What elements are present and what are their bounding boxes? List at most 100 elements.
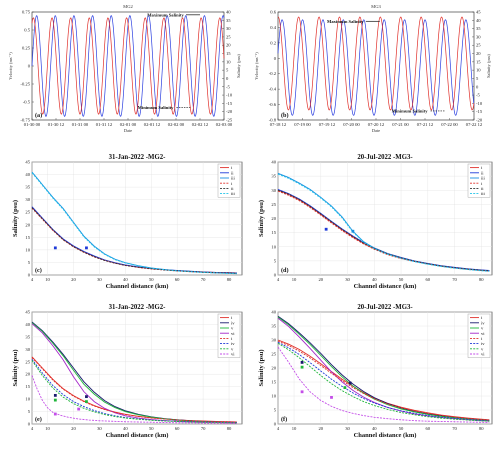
chart-f-series-v-dashed: [277, 342, 490, 422]
chart-f-ytick-label: 15: [271, 380, 276, 385]
chart-f-xtick-label: 4: [277, 426, 280, 431]
chart-b-xtick-label: 07-22 12: [466, 122, 483, 127]
chart-a-xtick-label: 01-31 12: [96, 122, 113, 127]
chart-a-annotation-max: Maximum Salinity: [147, 12, 184, 17]
chart-b-xlabel: Date: [372, 128, 380, 133]
chart-d-panel-label: (d): [281, 267, 289, 274]
chart-f-legend: [467, 313, 491, 358]
chart-d-xtick-label: 70: [452, 277, 457, 282]
chart-d-ytick-label: 40: [271, 160, 276, 165]
chart-d-ytick-label: 15: [271, 230, 276, 235]
chart-b-annotation-min: Minimum Salinity: [392, 108, 429, 113]
chart-b-ytick-label: -0.2: [269, 71, 277, 76]
chart-e-marker: [85, 395, 88, 399]
chart-c-plot-area: [31, 161, 243, 276]
chart-d-ytick-label: 5: [274, 258, 277, 263]
chart-f-xtick-label: 60: [426, 426, 431, 431]
chart-a-ytick-label: -0.25: [20, 82, 30, 87]
chart-e-plot-area: [31, 311, 243, 425]
chart-f-ytick-label: 40: [271, 310, 276, 315]
chart-a-xtick-label: 02-02 00: [168, 122, 185, 127]
chart-e-xlabel: Channel distance (km): [106, 432, 169, 439]
chart-e-marker: [53, 393, 57, 397]
chart-b-ytick-right-label: 5: [476, 76, 479, 81]
chart-b-ytick-right-label: 45: [476, 10, 481, 15]
chart-a-panel-label: (a): [35, 112, 42, 119]
chart-b-ytick-right-label: 0: [476, 84, 479, 89]
chart-c-ytick-label: 45: [25, 160, 30, 165]
chart-b-ylabel: Velocity (ms⁻¹): [254, 52, 259, 80]
chart-b-ytick-right-label: 15: [476, 59, 481, 64]
chart-b-ytick-right-label: 25: [476, 43, 481, 48]
chart-c-xtick-label: 40: [123, 277, 128, 282]
chart-c-xtick-label: 50: [149, 277, 154, 282]
chart-c-ytick-label: 35: [25, 185, 30, 190]
chart-e-xtick-label: 80: [227, 426, 232, 431]
chart-f-ytick-label: 0: [274, 422, 277, 427]
chart-a-ytick-right-label: -25: [226, 118, 233, 123]
chart-e-xtick-label: 20: [71, 426, 76, 431]
chart-c-ytick-label: 30: [25, 197, 30, 202]
chart-e-xtick-label: 60: [175, 426, 180, 431]
chart-b-xtick-label: 07-19 00: [294, 122, 311, 127]
chart-c-legend: [217, 163, 241, 198]
chart-d-ytick-label: 10: [271, 244, 276, 249]
chart-b-title: MG3: [371, 4, 381, 9]
chart-b-series-velocity: [277, 19, 475, 116]
chart-a-ytick-right-label: 0: [226, 76, 229, 81]
chart-a-xtick-label: 01-30 00: [24, 122, 41, 127]
chart-a-xtick-label: 02-03 00: [216, 122, 233, 127]
chart-d-xtick-label: 30: [345, 277, 350, 282]
chart-f-series-vi-dashed: [277, 346, 490, 424]
chart-e-legend-label: i: [231, 315, 233, 320]
chart-a-plot-area: [31, 11, 225, 121]
chart-e-legend-label: i: [231, 336, 233, 341]
chart-b-ytick-right-label: 20: [476, 51, 481, 56]
chart-b-ytick-right-label: 35: [476, 26, 481, 31]
chart-d-legend-label: ii: [481, 170, 484, 175]
chart-c-marker: [85, 246, 88, 250]
chart-a-ytick-label: 0.5: [24, 28, 30, 33]
chart-e-legend-label: vi: [231, 331, 235, 336]
chart-f-xtick-label: 50: [399, 426, 404, 431]
chart-d-xlabel: Channel distance (km): [354, 283, 417, 290]
chart-b-xtick-label: 07-20 12: [368, 122, 385, 127]
chart-a-ytick-label: 0.75: [22, 10, 31, 15]
chart-c-xtick-label: 30: [97, 277, 102, 282]
chart-f-legend-label: v: [481, 326, 484, 331]
chart-a-xlabel: Date: [124, 128, 132, 133]
chart-f-ytick-label: 10: [271, 394, 276, 399]
panel-f-salinity-scenarios-mg3: 20-Jul-2022 -MG3- 4 10 20 30 40 50 60 70 80 0 5 10 15…: [258, 304, 493, 439]
chart-c-title: 31-Jan-2022 -MG2-: [109, 154, 167, 161]
chart-e-marker: [53, 412, 57, 416]
chart-b-ytick-right-label: 30: [476, 34, 481, 39]
chart-f-xtick-label: 10: [292, 426, 297, 431]
chart-a-ytick-right-label: -15: [226, 101, 233, 106]
chart-f-xtick-label: 30: [345, 426, 350, 431]
chart-f-marker: [300, 390, 304, 394]
chart-b-ytick-label: 0.6: [270, 10, 276, 15]
chart-d-marker: [324, 227, 328, 231]
chart-c-ytick-label: 15: [25, 235, 30, 240]
chart-e-ytick-label: 15: [25, 384, 30, 389]
chart-f-panel-label: (f): [281, 416, 287, 423]
chart-c-ytick-label: 5: [28, 260, 31, 265]
chart-e-marker: [77, 407, 81, 411]
chart-a-ytick-label: -0.5: [23, 100, 31, 105]
chart-f-marker: [348, 381, 352, 385]
chart-d-xtick-label: 4: [277, 277, 280, 282]
chart-c-ytick-label: 25: [25, 210, 30, 215]
chart-a-xtick-label: 01-31 00: [72, 122, 89, 127]
chart-e-marker: [85, 400, 88, 403]
chart-a-ytick-right-label: 5: [226, 68, 229, 73]
chart-c-xtick-label: 70: [201, 277, 206, 282]
chart-f-ylabel: Salinity (psu): [258, 349, 265, 386]
chart-e-ylabel: Salinity (psu): [12, 349, 19, 386]
chart-c-legend-label: iii: [231, 176, 236, 181]
chart-f-ytick-label: 5: [274, 408, 277, 413]
chart-b-xtick-label: 07-20 00: [343, 122, 360, 127]
chart-d-legend: [467, 163, 491, 198]
chart-b-ytick-label: -0.8: [269, 118, 277, 123]
chart-c-panel-label: (c): [35, 267, 42, 274]
chart-c-ytick-label: 10: [25, 247, 30, 252]
